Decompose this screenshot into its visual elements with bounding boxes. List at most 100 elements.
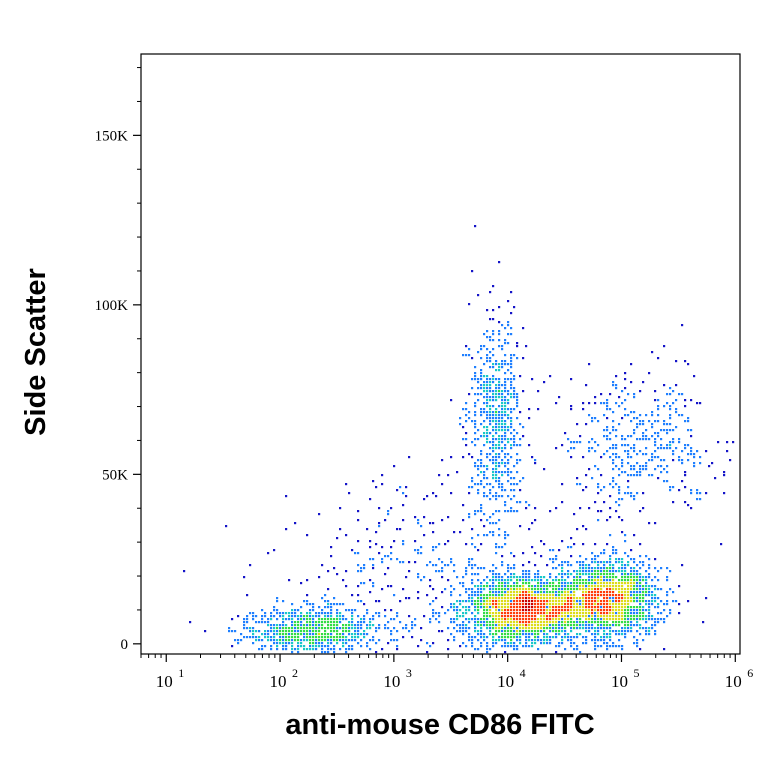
event-dot (327, 624, 330, 627)
event-dot (426, 642, 429, 645)
event-dot (333, 645, 336, 648)
event-dot (312, 639, 315, 642)
event-dot (657, 570, 660, 573)
event-dot (546, 618, 549, 621)
event-dot (609, 582, 612, 585)
event-dot (342, 636, 345, 639)
event-dot (558, 621, 561, 624)
event-dot (624, 582, 627, 585)
event-dot (546, 582, 549, 585)
event-dot (321, 648, 324, 651)
event-dot (534, 627, 537, 630)
event-dot (504, 402, 507, 405)
event-dot (459, 417, 462, 420)
event-dot (531, 546, 534, 549)
event-dot (288, 633, 291, 636)
event-dot (555, 612, 558, 615)
event-dot (567, 588, 570, 591)
event-dot (540, 555, 543, 558)
event-dot (516, 606, 519, 609)
event-dot (594, 588, 597, 591)
event-dot (510, 621, 513, 624)
event-dot (531, 603, 534, 606)
event-dot (621, 417, 624, 420)
event-dot (276, 648, 279, 651)
event-dot (327, 588, 330, 591)
event-dot (462, 615, 465, 618)
event-dot (288, 636, 291, 639)
event-dot (546, 588, 549, 591)
event-dot (495, 585, 498, 588)
event-dot (555, 588, 558, 591)
event-dot (513, 567, 516, 570)
event-dot (627, 609, 630, 612)
event-dot (510, 447, 513, 450)
event-dot (690, 429, 693, 432)
event-dot (528, 639, 531, 642)
event-dot (606, 408, 609, 411)
event-dot (465, 600, 468, 603)
event-dot (516, 648, 519, 651)
event-dot (591, 570, 594, 573)
event-dot (486, 597, 489, 600)
event-dot (345, 627, 348, 630)
event-dot (510, 642, 513, 645)
event-dot (273, 639, 276, 642)
event-dot (660, 429, 663, 432)
event-dot (282, 621, 285, 624)
event-dot (327, 627, 330, 630)
event-dot (627, 393, 630, 396)
event-dot (471, 543, 474, 546)
event-dot (663, 648, 666, 651)
event-dot (465, 609, 468, 612)
event-dot (441, 519, 444, 522)
event-dot (483, 639, 486, 642)
event-dot (468, 303, 471, 306)
event-dot (534, 606, 537, 609)
event-dot (336, 630, 339, 633)
event-dot (429, 561, 432, 564)
event-dot (684, 420, 687, 423)
event-dot (306, 624, 309, 627)
x-tick-exponent: 1 (178, 666, 184, 680)
event-dot (567, 561, 570, 564)
event-dot (342, 624, 345, 627)
event-dot (486, 576, 489, 579)
event-dot (612, 420, 615, 423)
event-dot (429, 585, 432, 588)
event-dot (630, 465, 633, 468)
event-dot (240, 639, 243, 642)
event-dot (648, 573, 651, 576)
event-dot (564, 603, 567, 606)
event-dot (666, 393, 669, 396)
event-dot (624, 627, 627, 630)
event-dot (558, 396, 561, 399)
event-dot (624, 438, 627, 441)
event-dot (483, 420, 486, 423)
event-dot (651, 624, 654, 627)
event-dot (462, 504, 465, 507)
event-dot (567, 576, 570, 579)
event-dot (303, 600, 306, 603)
event-dot (588, 447, 591, 450)
event-dot (492, 597, 495, 600)
event-dot (645, 621, 648, 624)
event-dot (660, 459, 663, 462)
event-dot (489, 459, 492, 462)
event-dot (498, 366, 501, 369)
event-dot (474, 594, 477, 597)
event-dot (546, 585, 549, 588)
event-dot (555, 558, 558, 561)
event-dot (501, 420, 504, 423)
event-dot (492, 591, 495, 594)
event-dot (519, 612, 522, 615)
event-dot (516, 639, 519, 642)
event-dot (630, 594, 633, 597)
event-dot (330, 606, 333, 609)
event-dot (384, 627, 387, 630)
event-dot (483, 567, 486, 570)
event-dot (567, 621, 570, 624)
event-dot (504, 363, 507, 366)
event-dot (309, 639, 312, 642)
event-dot (480, 624, 483, 627)
